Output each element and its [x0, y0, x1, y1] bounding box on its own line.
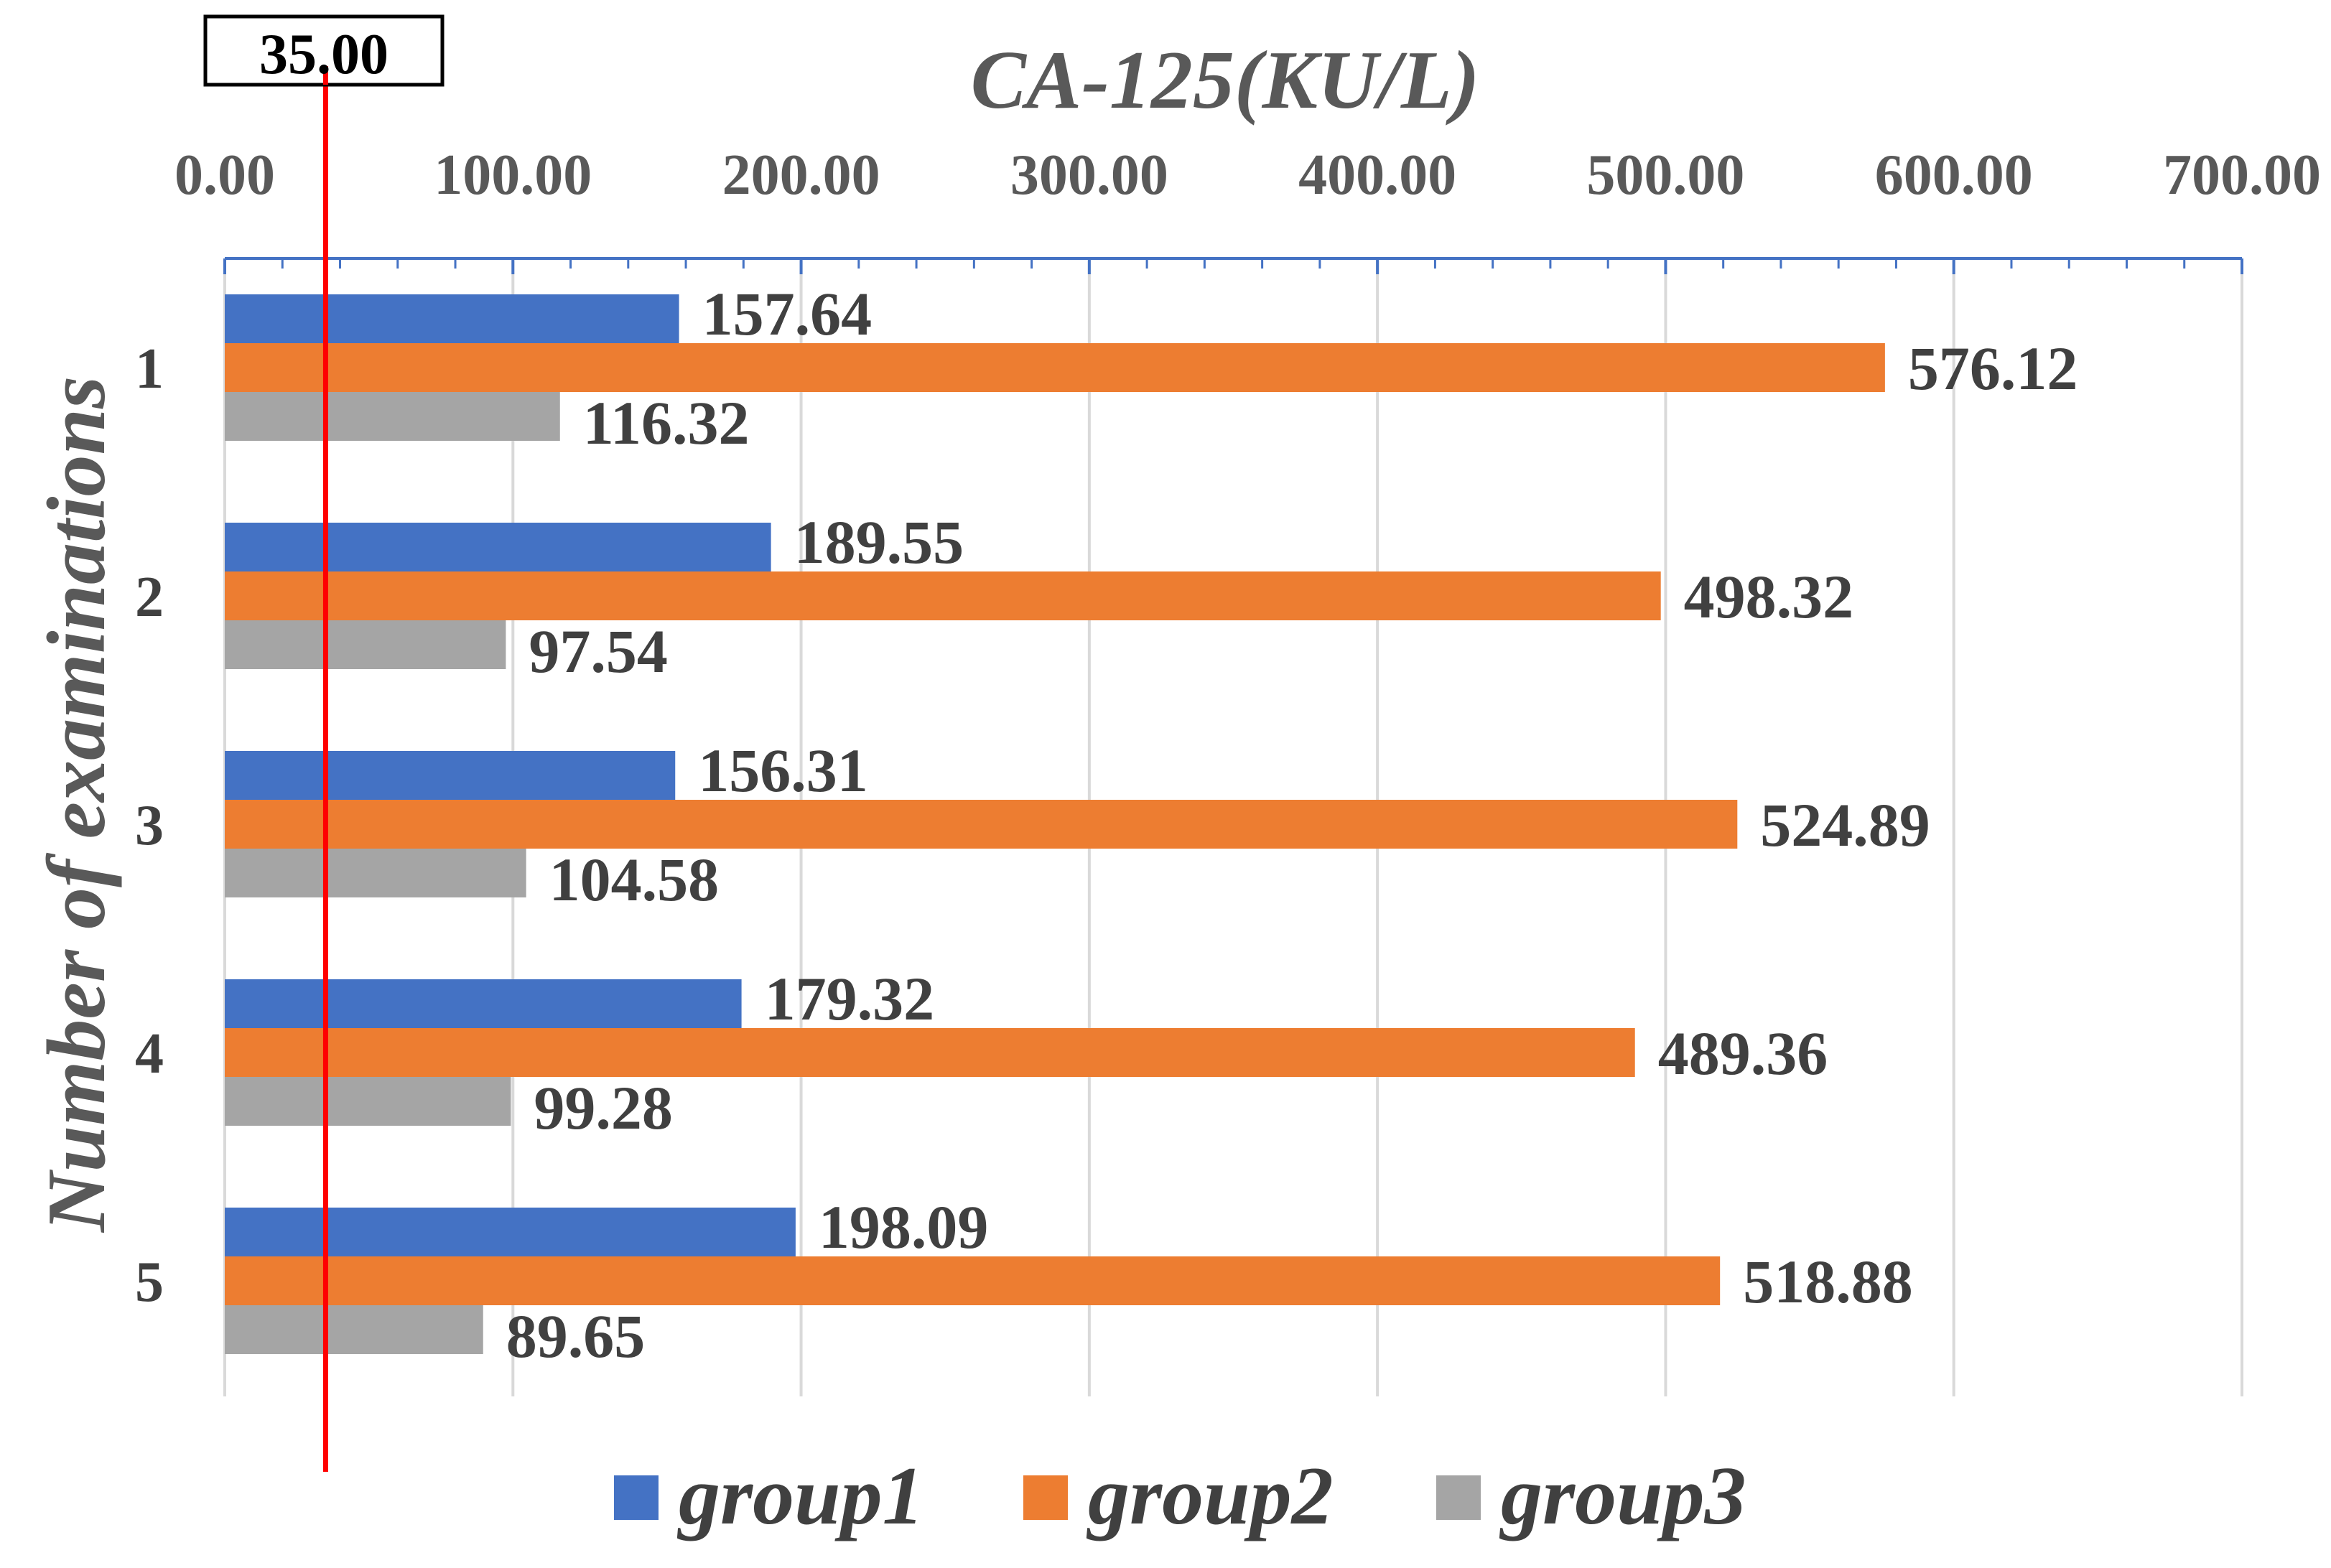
data-labels: 157.64 576.12 116.32 189.55 498.32 97.54 156.3… [506, 279, 2078, 1371]
data-label-group2-1: 576.12 [1908, 334, 2078, 403]
bar-group2-4 [225, 1028, 1635, 1077]
bars [225, 294, 1885, 1354]
x-tick-label: 400.00 [1298, 144, 1456, 207]
data-label-group1-3: 156.31 [698, 736, 868, 805]
x-tick-label: 0.00 [175, 144, 275, 207]
y-axis-title: Number of examinations [31, 376, 123, 1233]
x-tick-label: 100.00 [434, 144, 592, 207]
bar-group1-3 [225, 751, 676, 800]
reference-line-group: 35.00 [203, 14, 445, 1472]
legend: group1 group2 group3 [614, 1450, 1746, 1542]
data-label-group3-4: 99.28 [534, 1073, 673, 1142]
x-tick-label: 600.00 [1875, 144, 2033, 207]
data-label-group2-3: 524.89 [1760, 790, 1930, 859]
data-label-group3-3: 104.58 [549, 845, 720, 914]
bar-group3-1 [225, 392, 560, 441]
legend-label-group3: group3 [1499, 1450, 1746, 1542]
bar-group2-1 [225, 343, 1885, 392]
legend-swatch-group3 [1436, 1475, 1481, 1520]
data-label-group1-5: 198.09 [819, 1193, 989, 1261]
x-tick-label: 200.00 [722, 144, 880, 207]
category-label: 2 [135, 566, 164, 629]
data-label-group1-1: 157.64 [702, 279, 873, 348]
category-label: 1 [135, 337, 164, 401]
data-label-group2-5: 518.88 [1743, 1247, 1913, 1316]
data-label-group3-1: 116.32 [583, 388, 750, 457]
data-label-group1-4: 179.32 [765, 964, 935, 1033]
legend-label-group1: group1 [676, 1450, 924, 1542]
bar-group2-2 [225, 571, 1661, 620]
reference-label: 35.00 [259, 23, 388, 86]
x-tick-label: 700.00 [2163, 144, 2321, 207]
data-label-group2-4: 489.36 [1658, 1019, 1828, 1088]
data-label-group3-2: 97.54 [529, 617, 668, 686]
category-label: 5 [135, 1251, 164, 1314]
bar-group3-2 [225, 620, 506, 669]
bar-group2-5 [225, 1256, 1721, 1305]
data-label-group2-2: 498.32 [1684, 562, 1854, 631]
category-labels: 1 2 3 4 5 [135, 337, 164, 1314]
x-tick-label: 300.00 [1010, 144, 1168, 207]
category-label: 3 [135, 794, 164, 857]
x-axis: 0.00 100.00 200.00 300.00 400.00 500.00 600.00… [175, 144, 2321, 274]
bar-group2-3 [225, 800, 1738, 849]
bar-group3-3 [225, 849, 526, 897]
bar-group1-2 [225, 523, 771, 571]
x-axis-title: CA-125(KU/L) [971, 34, 1480, 126]
legend-swatch-group1 [614, 1475, 659, 1520]
data-label-group1-2: 189.55 [794, 508, 964, 577]
legend-swatch-group2 [1023, 1475, 1068, 1520]
category-label: 4 [135, 1022, 164, 1086]
data-label-group3-5: 89.65 [506, 1302, 646, 1371]
bar-group3-4 [225, 1077, 511, 1126]
bar-group1-1 [225, 294, 679, 343]
legend-label-group2: group2 [1086, 1450, 1334, 1542]
bar-group1-4 [225, 979, 742, 1028]
bar-group1-5 [225, 1208, 796, 1256]
x-tick-label: 500.00 [1586, 144, 1744, 207]
bar-group3-5 [225, 1305, 483, 1354]
